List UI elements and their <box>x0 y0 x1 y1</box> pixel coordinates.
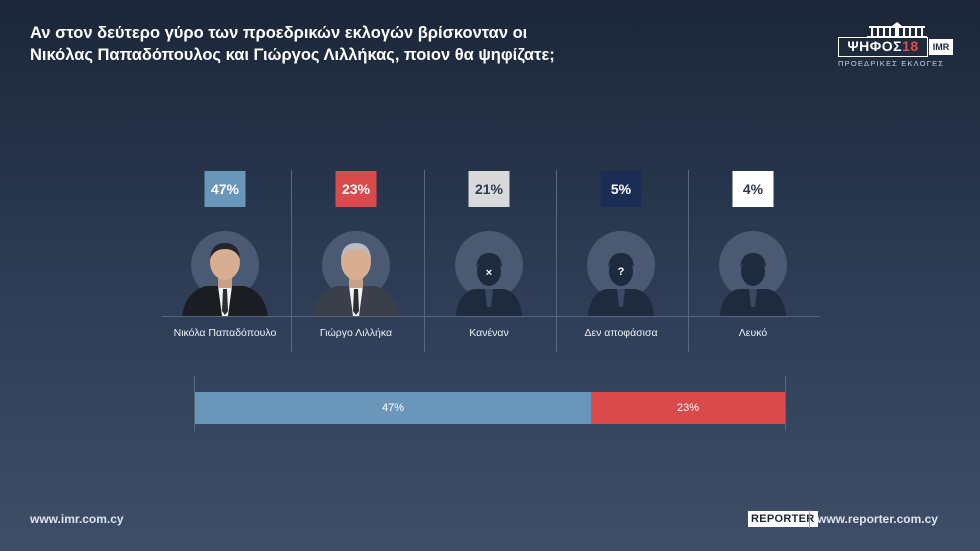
column-divider <box>688 170 689 352</box>
svg-text:×: × <box>486 267 492 279</box>
svg-text:?: ? <box>618 266 625 278</box>
title-line-1: Αν στον δεύτερο γύρο των προεδρικών εκλο… <box>30 24 528 42</box>
response-column: 4% Λευκό <box>688 170 818 352</box>
reporter-logo: REPORTER <box>748 511 818 527</box>
category-label: Γιώργο Λιλλήκα <box>319 327 393 339</box>
response-column: 23% Γιώργο Λιλλήκα <box>291 170 421 352</box>
category-label: Λευκό <box>738 327 768 339</box>
percentage-badge: 21% <box>468 171 510 207</box>
candidate-photo <box>176 231 274 316</box>
stacked-bar-segment: 23% <box>591 392 785 424</box>
title-line-2: Νικόλας Παπαδόπουλος και Γιώργος Λιλλήκα… <box>30 46 555 64</box>
column-divider <box>291 170 292 352</box>
percentage-badge: 47% <box>204 171 246 207</box>
percentage-badge: 23% <box>335 171 377 207</box>
category-label: Νικόλα Παπαδόπουλο <box>173 327 277 339</box>
psifos18-logo: ΨΗΦΟΣ18 IMR ΠΡΟΕΔΡΙΚΕΣ ΕΚΛΟΓΕΣ <box>838 22 956 68</box>
logo-subtitle: ΠΡΟΕΔΡΙΚΕΣ ΕΚΛΟΓΕΣ <box>838 59 945 68</box>
logo-word: ΨΗΦΟΣ <box>847 38 903 54</box>
logo-wordmark: ΨΗΦΟΣ18 <box>838 37 928 57</box>
response-column: 47% Νικόλα Παπαδόπουλο <box>160 170 290 352</box>
stacked-bar: 47% 23% <box>195 392 785 424</box>
bar-frame-right <box>785 376 786 431</box>
imr-logo: IMR <box>929 39 953 55</box>
footer-separator <box>809 510 810 528</box>
column-divider <box>556 170 557 352</box>
percentage-badge: 4% <box>732 171 774 207</box>
category-label: Κανέναν <box>469 327 509 339</box>
stacked-bar-segment: 47% <box>195 392 591 424</box>
logo-year: 18 <box>902 38 919 54</box>
column-divider <box>424 170 425 352</box>
reporter-website[interactable]: www.reporter.com.cy <box>817 512 938 526</box>
none-avatar-icon: × <box>440 231 538 316</box>
building-icon <box>867 22 927 38</box>
percentage-badge: 5% <box>600 171 642 207</box>
candidate-photo <box>307 231 405 316</box>
imr-website[interactable]: www.imr.com.cy <box>30 512 124 526</box>
response-column: 21% × Κανέναν <box>424 170 554 352</box>
category-label: Δεν αποφάσισα <box>584 327 658 339</box>
blank-avatar-icon <box>704 231 802 316</box>
baseline-divider <box>162 316 820 317</box>
chart-title: Αν στον δεύτερο γύρο των προεδρικών εκλο… <box>30 22 730 66</box>
response-column: 5%? Δεν αποφάσισα <box>556 170 686 352</box>
undecided-avatar-icon: ? <box>572 231 670 316</box>
bar-frame-left <box>194 376 195 431</box>
